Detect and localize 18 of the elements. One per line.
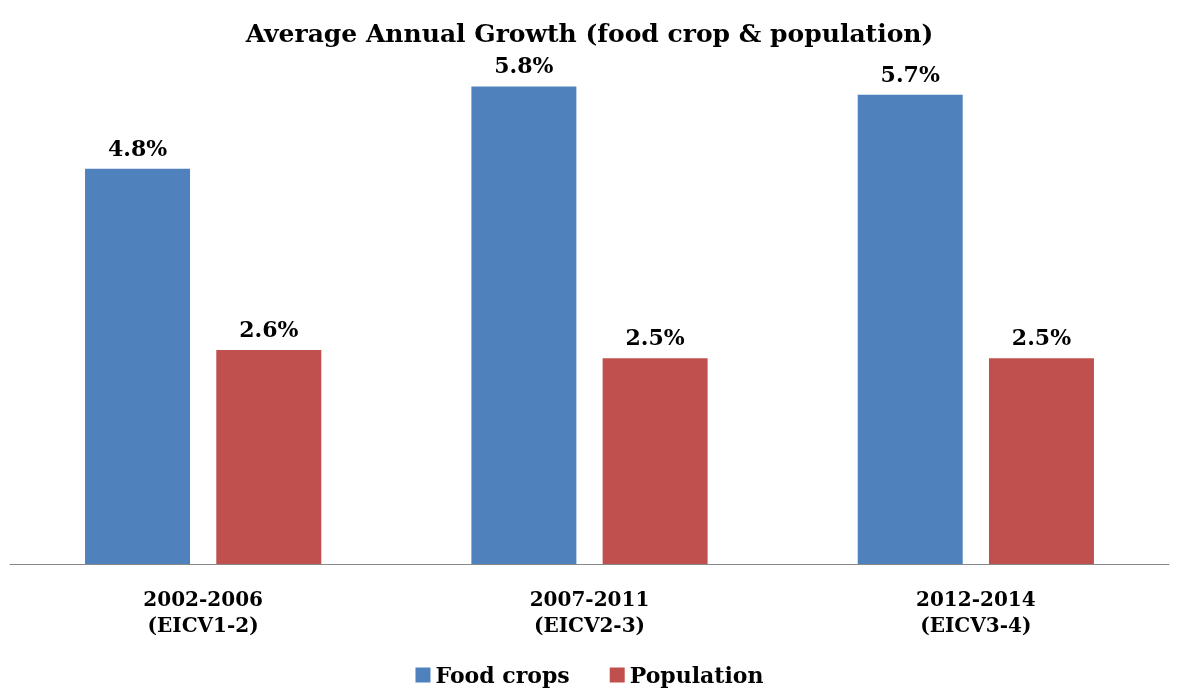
x-tick-label: 2002-2006 (EICV1-2) [143,587,263,637]
data-label: 2.5% [1011,324,1072,351]
x-tick-label: 2007-2011 (EICV2-3) [529,587,650,637]
bar [602,358,708,564]
bar [988,358,1094,564]
legend-label: Population [629,662,764,688]
data-label: 2.5% [625,324,685,351]
bar [857,94,963,564]
chart-title: Average Annual Growth (food crop & population) [244,19,934,48]
legend-label: Food crops [435,662,570,688]
bar [216,349,322,564]
data-label: 5.7% [880,60,940,87]
bar [471,86,577,564]
data-label: 5.8% [494,52,554,79]
bar [85,168,191,564]
x-tick-label: 2012-2014 (EICV3-4) [916,587,1036,637]
data-label: 4.8% [107,134,168,161]
data-label: 2.6% [239,315,299,342]
